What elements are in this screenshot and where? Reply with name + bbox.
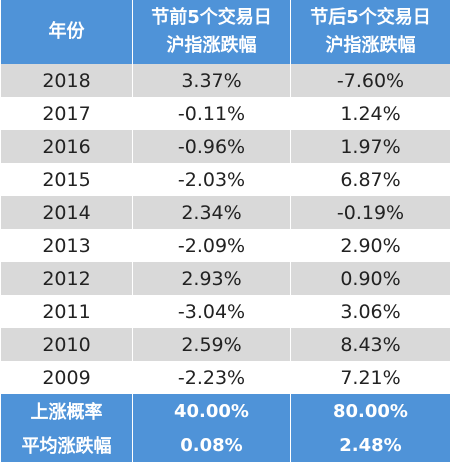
cell: 2018 <box>0 64 133 97</box>
cell: -2.23% <box>132 361 291 394</box>
cell: 2011 <box>0 295 133 328</box>
data-row: 2011 -3.04% 3.06% <box>0 295 450 328</box>
summary-row: 平均涨跌幅 0.08% 2.48% <box>0 428 450 462</box>
header-cell: 节前5个交易日 沪指涨跌幅 <box>132 0 291 64</box>
data-row: 2018 3.37% -7.60% <box>0 64 450 97</box>
cell: 2013 <box>0 229 133 262</box>
header-text: 沪指涨跌幅 <box>325 35 416 56</box>
cell: -7.60% <box>290 64 450 97</box>
cell: 2.34% <box>132 196 291 229</box>
data-row: 2013 -2.09% 2.90% <box>0 229 450 262</box>
data-row: 2015 -2.03% 6.87% <box>0 163 450 196</box>
cell: 1.97% <box>290 130 450 163</box>
header-text: 年份 <box>48 21 85 42</box>
data-row: 2009 -2.23% 7.21% <box>0 361 450 394</box>
data-row: 2014 2.34% -0.19% <box>0 196 450 229</box>
cell: 6.87% <box>290 163 450 196</box>
header-text: 节后5个交易日 <box>310 7 431 28</box>
cell: 3.06% <box>290 295 450 328</box>
cell: -0.19% <box>290 196 450 229</box>
cell: 0.90% <box>290 262 450 295</box>
data-row: 2012 2.93% 0.90% <box>0 262 450 295</box>
cell: 2.93% <box>132 262 291 295</box>
data-row: 2010 2.59% 8.43% <box>0 328 450 361</box>
cell: 平均涨跌幅 <box>0 428 133 462</box>
cell: 2010 <box>0 328 133 361</box>
cell: -0.96% <box>132 130 291 163</box>
cell: 2012 <box>0 262 133 295</box>
summary-row: 上涨概率 40.00% 80.00% <box>0 394 450 428</box>
header-cell: 年份 <box>0 0 133 64</box>
cell: 3.37% <box>132 64 291 97</box>
cell: 2.59% <box>132 328 291 361</box>
header-text: 节前5个交易日 <box>151 7 272 28</box>
cell: 40.00% <box>132 394 291 428</box>
cell: 8.43% <box>290 328 450 361</box>
cell: 2017 <box>0 97 133 130</box>
cell: 2016 <box>0 130 133 163</box>
cell: 2009 <box>0 361 133 394</box>
header-cell: 节后5个交易日 沪指涨跌幅 <box>290 0 450 64</box>
cell: 2015 <box>0 163 133 196</box>
cell: 2014 <box>0 196 133 229</box>
cell: -2.03% <box>132 163 291 196</box>
cell: 1.24% <box>290 97 450 130</box>
cell: 80.00% <box>290 394 450 428</box>
cell: 0.08% <box>132 428 291 462</box>
header-row: 年份 节前5个交易日 沪指涨跌幅 节后5个交易日 沪指涨跌幅 <box>0 0 450 64</box>
cell: -0.11% <box>132 97 291 130</box>
cell: -3.04% <box>132 295 291 328</box>
data-row: 2016 -0.96% 1.97% <box>0 130 450 163</box>
header-text: 沪指涨跌幅 <box>166 35 257 56</box>
data-row: 2017 -0.11% 1.24% <box>0 97 450 130</box>
cell: 7.21% <box>290 361 450 394</box>
cell: 2.48% <box>290 428 450 462</box>
cell: 2.90% <box>290 229 450 262</box>
cell: -2.09% <box>132 229 291 262</box>
cell: 上涨概率 <box>0 394 133 428</box>
